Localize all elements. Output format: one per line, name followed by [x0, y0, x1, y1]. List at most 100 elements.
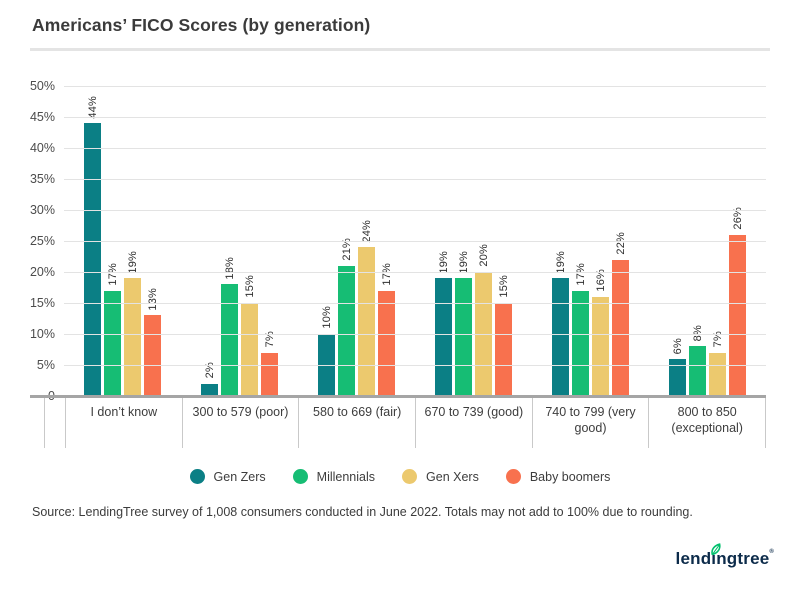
- chart-title: Americans’ FICO Scores (by generation): [32, 15, 371, 35]
- y-axis-tick-label: 15%: [29, 296, 55, 310]
- bar-millennials: [104, 290, 121, 396]
- bar-millennials: [572, 290, 589, 396]
- bar-value-label: 19%: [457, 250, 470, 274]
- bar-gen-zers: [669, 358, 686, 396]
- barwrap-millennials: 8%: [689, 86, 706, 396]
- barwrap-millennials: 18%: [221, 86, 238, 396]
- y-axis-tick-label: 45%: [29, 110, 55, 124]
- bar-baby-boomers: [495, 303, 512, 396]
- bar-value-label: 22%: [614, 231, 627, 255]
- bar-gen-xers: [241, 303, 258, 396]
- legend-label: Baby boomers: [529, 469, 611, 484]
- bar-gen-xers: [124, 278, 141, 396]
- bar-gen-xers: [592, 296, 609, 396]
- bar-value-label: 6%: [671, 337, 684, 354]
- x-axis-category-band: I don’t know 300 to 579 (poor) 580 to 669 …: [44, 398, 767, 448]
- barwrap-millennials: 21%: [338, 86, 355, 396]
- bar-millennials: [221, 284, 238, 396]
- barwrap-millennials: 17%: [104, 86, 121, 396]
- y-axis-tick-label: 25%: [29, 234, 55, 248]
- barwrap-baby-boomers: 17%: [378, 86, 395, 396]
- x-axis-left-stub: [44, 398, 65, 448]
- y-axis-tick-label: 40%: [29, 141, 55, 155]
- y-axis-tick-label: 30%: [29, 203, 55, 217]
- bar-gen-xers: [358, 247, 375, 396]
- x-axis-category-text: 300 to 579 (poor): [192, 405, 289, 419]
- y-axis-tick-label: 20%: [29, 265, 55, 279]
- y-axis-tick-label: 5%: [36, 358, 55, 372]
- title-divider: [30, 48, 770, 51]
- barwrap-gen-xers: 7%: [709, 86, 726, 396]
- bar-value-label: 17%: [380, 262, 393, 286]
- x-axis-category-text: 800 to 850 (exceptional): [671, 405, 743, 436]
- bar-value-label: 19%: [554, 250, 567, 274]
- x-axis-category-text: 670 to 739 (good): [424, 405, 524, 419]
- gridline: [64, 241, 766, 242]
- logo-text-i: ı: [711, 549, 717, 568]
- x-axis-category-label: 740 to 799 (very good): [531, 398, 649, 448]
- gridline: [64, 334, 766, 335]
- bar-gen-zers: [435, 278, 452, 396]
- bar-value-label: 17%: [106, 262, 119, 286]
- x-axis-category-text: 580 to 669 (fair): [313, 405, 402, 419]
- barwrap-baby-boomers: 7%: [261, 86, 278, 396]
- x-axis-category-label: 670 to 739 (good): [415, 398, 532, 448]
- barwrap-gen-zers: 6%: [669, 86, 686, 396]
- lendingtree-logo: lendıngtree®: [675, 543, 774, 569]
- y-axis-tick-label: 50%: [29, 79, 55, 93]
- gridline: [64, 148, 766, 149]
- y-axis-tick-label: 35%: [29, 172, 55, 186]
- barwrap-gen-zers: 2%: [201, 86, 218, 396]
- gridline: [64, 117, 766, 118]
- gridline: [64, 210, 766, 211]
- bar-value-label: 18%: [223, 256, 236, 280]
- barwrap-baby-boomers: 15%: [495, 86, 512, 396]
- barwrap-gen-xers: 24%: [358, 86, 375, 396]
- bar-millennials: [338, 265, 355, 396]
- bar-baby-boomers: [144, 315, 161, 396]
- bar-baby-boomers: [261, 352, 278, 396]
- x-axis-baseline: [30, 395, 766, 398]
- x-axis-category-label: 580 to 669 (fair): [298, 398, 415, 448]
- legend-item-gen-xers: Gen Xers: [402, 469, 479, 484]
- legend-label: Gen Zers: [213, 469, 266, 484]
- bar-value-label: 19%: [126, 250, 139, 274]
- legend-swatch-millennials: [292, 469, 308, 484]
- legend-swatch-gen-xers: [402, 469, 418, 484]
- bar-value-label: 10%: [320, 306, 333, 329]
- bar-baby-boomers: [378, 290, 395, 396]
- barwrap-millennials: 19%: [455, 86, 472, 396]
- bar-gen-zers: [552, 278, 569, 396]
- bar-value-label: 19%: [437, 250, 450, 274]
- bar-value-label: 24%: [360, 219, 373, 243]
- gridline: [64, 303, 766, 304]
- barwrap-millennials: 17%: [572, 86, 589, 396]
- bar-millennials: [689, 346, 706, 396]
- source-note: Source: LendingTree survey of 1,008 cons…: [32, 505, 693, 519]
- x-axis-category-text: I don’t know: [90, 405, 158, 419]
- bar-gen-zers: [84, 123, 101, 396]
- barwrap-gen-xers: 19%: [124, 86, 141, 396]
- logo-text-start: lend: [675, 549, 712, 568]
- x-axis-category-text: 740 to 799 (very good): [545, 405, 636, 436]
- barwrap-gen-xers: 16%: [592, 86, 609, 396]
- legend-swatch-baby-boomers: [505, 469, 521, 484]
- bar-baby-boomers: [612, 259, 629, 396]
- plot-area: 44% 17% 19% 13% 2% 18% 15% 7% 10% 21% 24% 17% 19% 19%…: [30, 79, 766, 403]
- barwrap-baby-boomers: 26%: [729, 86, 746, 396]
- gridline: [64, 86, 766, 87]
- barwrap-gen-zers: 19%: [552, 86, 569, 396]
- bar-group: 6% 8%7%26%: [649, 86, 766, 396]
- logo-trademark: ®: [769, 549, 774, 555]
- legend-label: Millennials: [316, 469, 376, 484]
- bar-value-label: 15%: [497, 275, 510, 298]
- bar-value-label: 15%: [243, 275, 256, 298]
- bar-group: 44% 17% 19% 13%: [64, 86, 181, 396]
- legend-label: Gen Xers: [426, 469, 479, 484]
- gridline: [64, 272, 766, 273]
- legend-swatch-gen-zers: [189, 469, 205, 484]
- gridline: [64, 365, 766, 366]
- bar-value-label: 13%: [146, 287, 159, 311]
- bar-value-label: 20%: [477, 244, 490, 267]
